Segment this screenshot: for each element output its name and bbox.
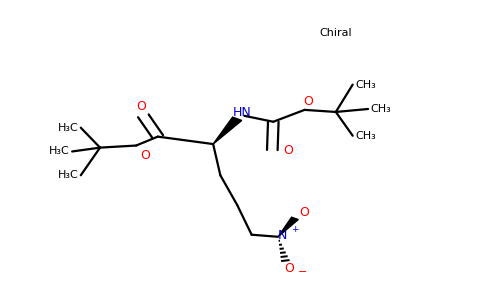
Text: O: O — [140, 148, 150, 162]
Polygon shape — [278, 217, 298, 237]
Text: O: O — [303, 95, 313, 108]
Text: Chiral: Chiral — [319, 28, 352, 38]
Text: H₃C: H₃C — [58, 170, 78, 180]
Text: H₃C: H₃C — [49, 146, 70, 157]
Text: CH₃: CH₃ — [355, 131, 376, 141]
Text: O: O — [284, 262, 294, 275]
Text: O: O — [283, 143, 293, 157]
Text: N: N — [277, 229, 287, 242]
Text: CH₃: CH₃ — [355, 80, 376, 90]
Text: −: − — [298, 267, 307, 277]
Text: CH₃: CH₃ — [370, 104, 391, 114]
Text: O: O — [300, 206, 309, 219]
Polygon shape — [213, 117, 242, 144]
Text: HN: HN — [233, 106, 251, 119]
Text: H₃C: H₃C — [58, 123, 78, 133]
Text: O: O — [136, 100, 146, 113]
Text: +: + — [291, 225, 299, 234]
